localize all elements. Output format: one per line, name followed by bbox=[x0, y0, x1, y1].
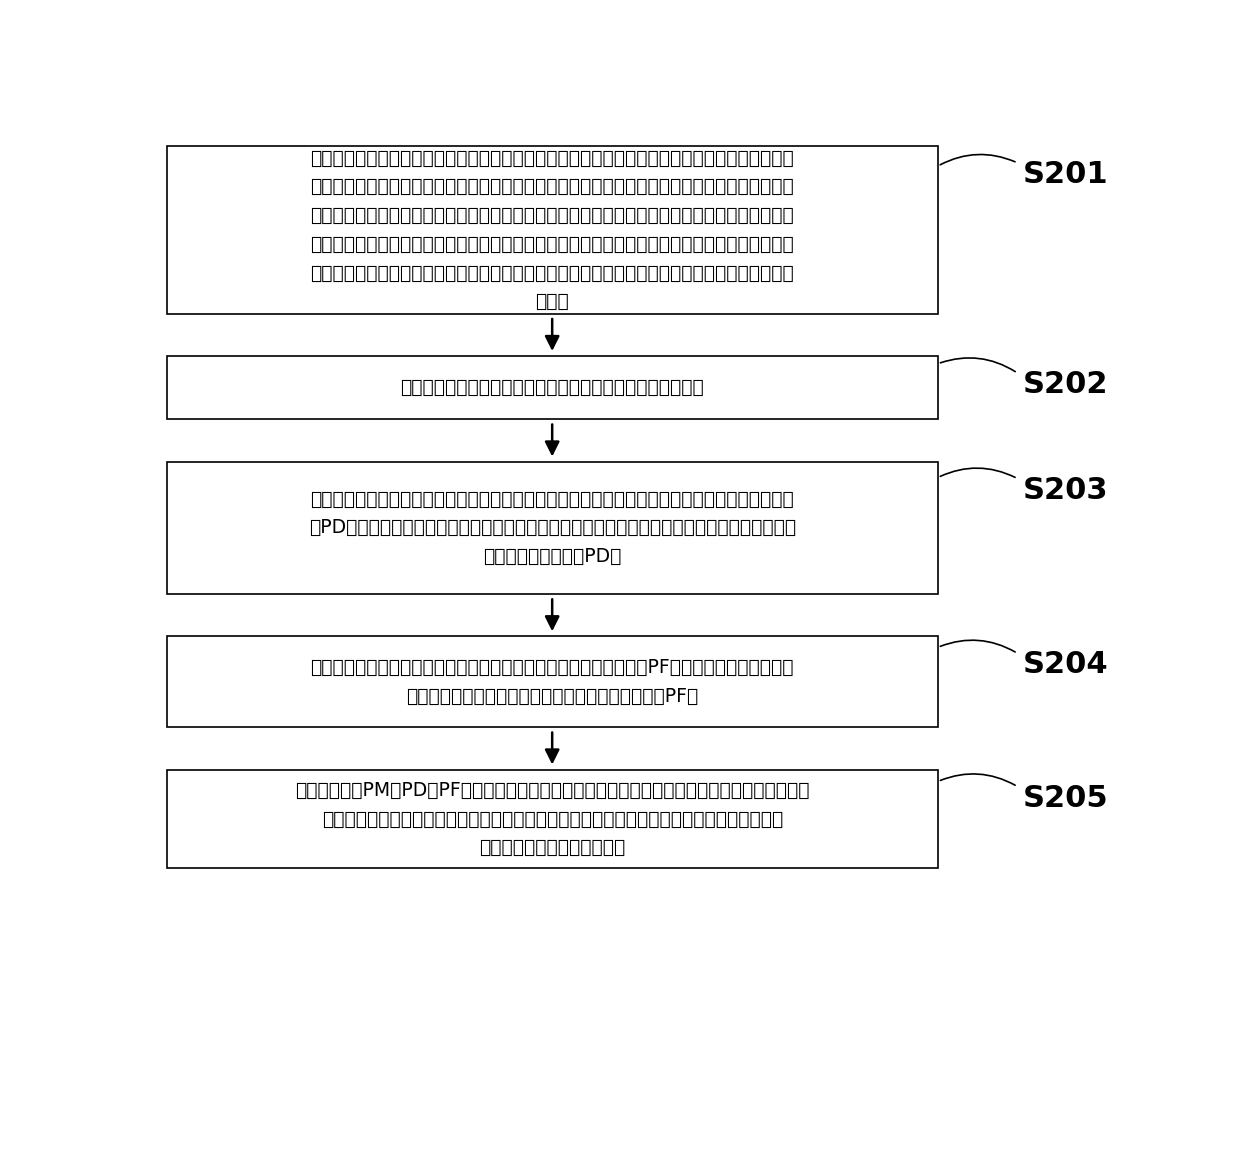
Text: 将主力烃源充注点到各个井点路径所经区域内裂缝发育段长度定义为PF，反映断裂作用对动力消
耗的影响；计算确定的天然气主要充注点到各钻井的PF值: 将主力烃源充注点到各个井点路径所经区域内裂缝发育段长度定义为PF，反映断裂作用对… bbox=[310, 658, 794, 706]
Bar bbox=[166, 146, 937, 313]
Bar bbox=[166, 356, 937, 419]
Bar bbox=[166, 461, 937, 594]
Text: S203: S203 bbox=[1023, 475, 1109, 504]
Text: S205: S205 bbox=[1023, 784, 1109, 812]
Text: 将主要充注点到各个井点充注路径所经区域内建设性成岩相区范围与破坏性成岩相区范围比值定义
为PD，反映砂体内部毛管压力差异造成的动力消耗程度；并且，计算在第一步中: 将主要充注点到各个井点充注路径所经区域内建设性成岩相区范围与破坏性成岩相区范围比… bbox=[309, 489, 796, 566]
Text: 通过对各井点PM、PD和PF参数的计算，对各井点天然气充注能量进行等级评价；结合半定量结果
，编制平面上储层砂体中天然气充注能量的等级分布图，确定充注动力最强与: 通过对各井点PM、PD和PF参数的计算，对各井点天然气充注能量进行等级评价；结合… bbox=[295, 781, 810, 857]
Text: 结合岩心和测井标志，编制断裂发育情况的平面分布图、砂体与烃源岩的距离、上下地层之间砂体
叠置关系，确定天然气的充注方式和主要充注；编制上覆地层和下伏地层砂体的厚: 结合岩心和测井标志，编制断裂发育情况的平面分布图、砂体与烃源岩的距离、上下地层之… bbox=[310, 148, 794, 311]
Text: S201: S201 bbox=[1023, 160, 1109, 189]
Text: S202: S202 bbox=[1023, 370, 1109, 400]
Bar bbox=[166, 770, 937, 868]
Bar bbox=[166, 636, 937, 727]
Text: 针对近源砂体叠置式充注方式，通过半定量计算反映充注过程: 针对近源砂体叠置式充注方式，通过半定量计算反映充注过程 bbox=[401, 379, 704, 397]
Text: S204: S204 bbox=[1023, 650, 1109, 679]
